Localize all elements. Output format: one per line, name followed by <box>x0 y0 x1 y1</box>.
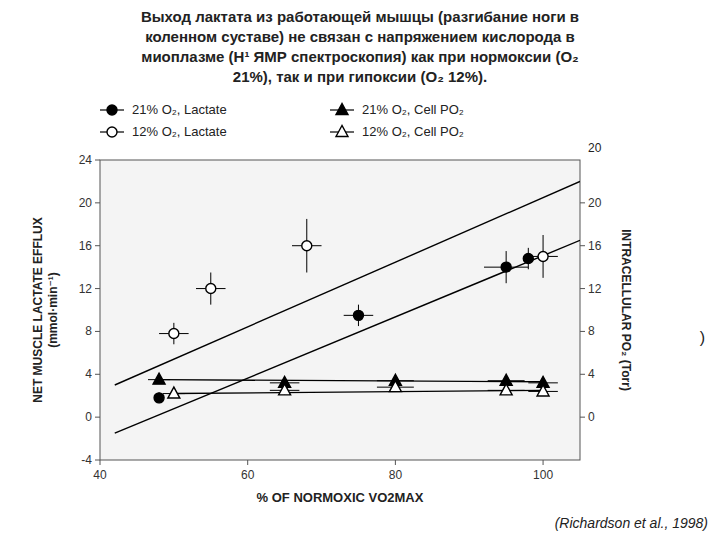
series <box>163 381 558 398</box>
y-tick <box>95 331 100 332</box>
legend-marker <box>336 126 348 137</box>
legend-item: 21% O₂, Cell PO₂ <box>330 102 464 117</box>
y2-tick-label: 4 <box>588 367 595 381</box>
legend-marker <box>107 105 117 115</box>
y2-axis-label: INTRACELLULAR PO₂ (Torr) <box>619 229 633 391</box>
y-tick-label: 4 <box>85 367 92 381</box>
y2-tick-label: 20 <box>588 196 602 210</box>
title-line: 21%), так и при гипоксии (О₂ 12%). <box>233 68 487 85</box>
plot-area <box>115 181 580 433</box>
point <box>154 393 164 403</box>
legend: 21% O₂, Lactate 12% O₂, Lactate 21% O₂, Ce… <box>100 102 464 139</box>
title-line: Выход лактата из работающей мышцы (разги… <box>141 8 579 25</box>
legend-label: 21% O₂, Cell PO₂ <box>362 102 464 117</box>
legend-label: 21% O₂, Lactate <box>132 102 227 117</box>
plot-frame <box>100 160 580 460</box>
title-line: коленном суставе) не связан с напряжение… <box>145 28 575 45</box>
trend-line <box>115 240 580 433</box>
point <box>537 385 549 396</box>
y-tick-label: 20 <box>79 196 93 210</box>
y-tick-label: 16 <box>79 239 93 253</box>
y-tick <box>95 202 100 203</box>
y-tick <box>95 417 100 418</box>
y-axis-label-line: NET MUSCLE LACTATE EFFLUX <box>31 217 45 403</box>
y-tick-label: -4 <box>81 453 92 467</box>
x-tick <box>543 460 544 465</box>
y-tick <box>95 160 100 161</box>
title: Выход лактата из работающей мышцы (разги… <box>141 8 579 85</box>
legend-label: 12% O₂, Cell PO₂ <box>362 124 464 139</box>
y-tick-label: 24 <box>79 153 93 167</box>
y2-tick <box>580 331 585 332</box>
legend-item: 12% O₂, Lactate <box>100 124 227 139</box>
y2-tick-label: 12 <box>588 282 602 296</box>
x-tick-label: 100 <box>533 468 553 482</box>
y-tick-label: 0 <box>85 410 92 424</box>
point <box>168 387 180 398</box>
x-tick <box>247 460 248 465</box>
x-tick-label: 80 <box>389 468 403 482</box>
y2-tick-label: 0 <box>588 410 595 424</box>
point <box>206 284 216 294</box>
annotation: 20 <box>588 141 602 155</box>
y2-tick <box>580 288 585 289</box>
y2-tick <box>580 245 585 246</box>
y-tick <box>95 374 100 375</box>
x-tick <box>395 460 396 465</box>
series <box>148 373 558 387</box>
y2-tick <box>580 374 585 375</box>
point <box>353 310 363 320</box>
legend-marker <box>107 127 117 137</box>
trend-line <box>115 181 580 385</box>
y2-tick-label: 8 <box>588 324 595 338</box>
y-tick <box>95 460 100 461</box>
legend-item: 21% O₂, Lactate <box>100 102 227 117</box>
y2-tick <box>580 417 585 418</box>
x-tick <box>100 460 101 465</box>
point <box>389 381 401 392</box>
point <box>302 241 312 251</box>
y-tick-label: 8 <box>85 324 92 338</box>
point <box>523 254 533 264</box>
y-axis-label-line: (mmol·min⁻¹) <box>46 272 60 348</box>
annotation: ) <box>700 329 705 346</box>
trend-line <box>159 380 543 382</box>
trend-line <box>174 390 543 393</box>
page: {"chart_data": { "type": "scatter", "tit… <box>0 0 720 540</box>
chart: Выход лактата из работающей мышцы (разги… <box>0 0 720 540</box>
point <box>500 384 512 395</box>
y-tick <box>95 245 100 246</box>
y-tick-label: 12 <box>79 282 93 296</box>
point <box>538 251 548 261</box>
series <box>154 248 533 403</box>
y2-tick <box>580 202 585 203</box>
annotation: (Richardson et al., 1998) <box>555 515 708 531</box>
x-axis-label: % OF NORMOXIC VO2MAX <box>257 490 424 505</box>
x-tick-label: 40 <box>93 468 107 482</box>
point <box>501 262 511 272</box>
point <box>279 384 291 395</box>
x-tick-label: 60 <box>241 468 255 482</box>
title-line: миоплазме (Н¹ ЯМР спектроскопия) как при… <box>141 48 578 65</box>
legend-item: 12% O₂, Cell PO₂ <box>330 124 464 139</box>
y-axis-label: NET MUSCLE LACTATE EFFLUX(mmol·min⁻¹) <box>31 217 60 403</box>
legend-label: 12% O₂, Lactate <box>132 124 227 139</box>
y-tick <box>95 288 100 289</box>
series <box>159 219 558 344</box>
y2-tick-label: 16 <box>588 239 602 253</box>
point <box>169 329 179 339</box>
point <box>153 373 165 384</box>
legend-marker <box>336 104 348 115</box>
